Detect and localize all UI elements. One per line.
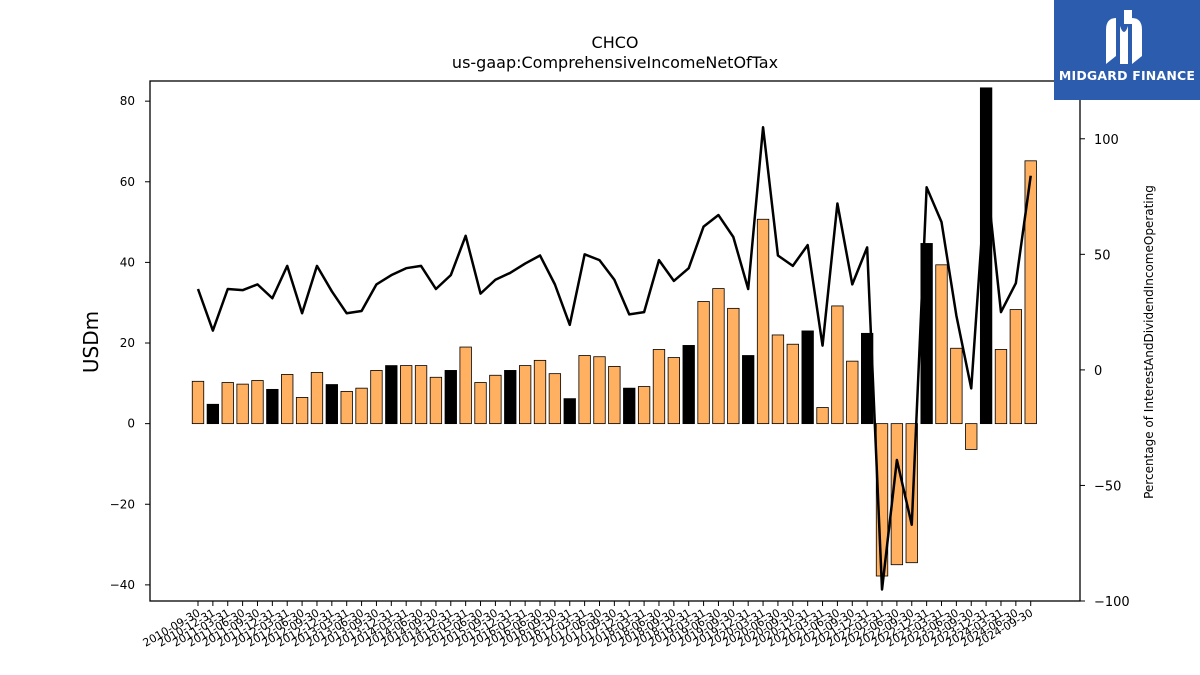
bar (787, 344, 799, 423)
y-tick-label: 20 (120, 336, 135, 350)
bar (505, 370, 517, 423)
bar (207, 404, 219, 423)
bar (638, 387, 650, 424)
bar (683, 345, 695, 423)
y2-axis-label: Percentage of InterestAndDividendIncomeO… (1142, 185, 1156, 499)
bar (311, 372, 323, 423)
y-tick-label: −20 (110, 497, 135, 511)
bar (549, 374, 561, 424)
bar (1010, 310, 1022, 424)
y2-tick-label: 0 (1094, 364, 1102, 379)
bar (281, 374, 293, 423)
bar (222, 383, 234, 424)
bar (534, 360, 546, 423)
y2-tick-label: −50 (1094, 479, 1121, 494)
bar (237, 384, 249, 424)
bar (371, 370, 383, 423)
bar (623, 388, 635, 423)
bar (832, 306, 844, 424)
bar (519, 366, 531, 424)
bar (430, 377, 442, 423)
bar (757, 219, 769, 423)
bar (192, 381, 204, 423)
bar (728, 308, 740, 423)
bar (936, 265, 948, 424)
bar (817, 408, 829, 424)
bar (594, 357, 606, 424)
logo-mark-icon (1102, 8, 1152, 68)
chart-subtitle: us-gaap:ComprehensiveIncomeNetOfTax (452, 53, 778, 72)
bar (698, 301, 710, 423)
bar (742, 356, 754, 424)
bar (490, 375, 502, 423)
y-tick-label: 60 (120, 175, 135, 189)
bar (445, 370, 457, 423)
y2-tick-label: −100 (1094, 595, 1130, 610)
bar (296, 397, 308, 423)
y2-tick-label: 50 (1094, 248, 1111, 263)
y-axis-label: USDm (79, 311, 103, 373)
plot-area: −40−20020406080−100−500501002010-09-3020… (110, 81, 1130, 650)
bar (980, 88, 992, 424)
bar (653, 349, 665, 423)
bar (847, 361, 859, 423)
bar (668, 358, 680, 424)
bar (400, 366, 412, 424)
y-tick-label: −40 (110, 578, 135, 592)
bar (772, 335, 784, 424)
chart-title: CHCO (592, 33, 639, 52)
bar (475, 383, 487, 424)
bar (356, 388, 368, 423)
bar (579, 356, 591, 424)
bar (951, 348, 963, 423)
bar (460, 347, 472, 424)
y-tick-label: 40 (120, 255, 135, 269)
y2-tick-label: 100 (1094, 133, 1119, 148)
bar (386, 366, 398, 424)
bar (415, 366, 427, 424)
bar (609, 366, 621, 423)
bar (995, 349, 1007, 423)
logo-text: MIDGARD FINANCE (1054, 68, 1200, 83)
bar (802, 331, 814, 424)
logo: MIDGARD FINANCE (1054, 0, 1200, 100)
bar (326, 385, 338, 424)
y-tick-label: 80 (120, 94, 135, 108)
bar (564, 399, 576, 424)
y-tick-label: 0 (127, 417, 135, 431)
bar (965, 424, 977, 450)
bar (252, 381, 263, 424)
bar (267, 389, 279, 423)
chart: CHCO us-gaap:ComprehensiveIncomeNetOfTax… (0, 0, 1200, 675)
bar (713, 289, 725, 424)
bar (341, 391, 353, 423)
